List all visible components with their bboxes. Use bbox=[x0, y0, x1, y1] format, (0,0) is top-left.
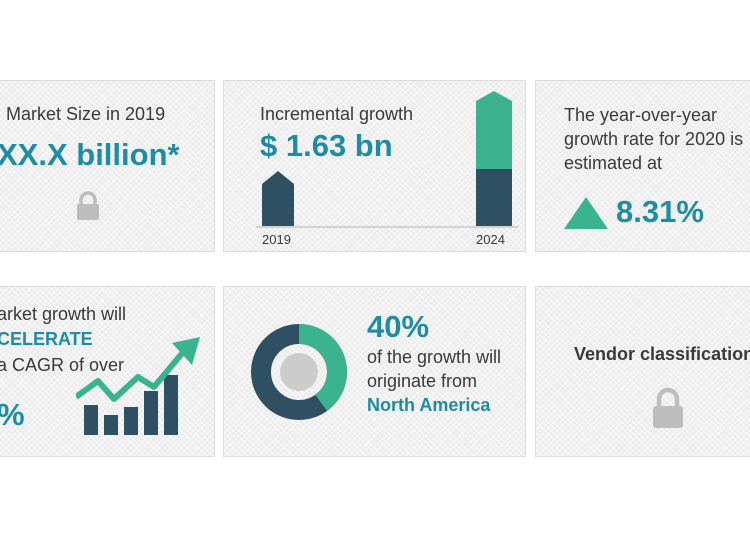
lock-icon bbox=[75, 191, 101, 226]
vendor-classification-card: Vendor classification bbox=[535, 286, 750, 457]
growth-bar-chart-icon bbox=[76, 337, 200, 435]
vendor-classification-label: Vendor classification bbox=[574, 344, 750, 364]
year-end-label: 2024 bbox=[476, 232, 505, 247]
year-start-label: 2019 bbox=[262, 232, 291, 247]
incremental-growth-bars bbox=[256, 91, 518, 228]
bar-2019 bbox=[262, 171, 294, 226]
region-share-card: 40% of the growth will originate from No… bbox=[223, 286, 526, 457]
region-line-2: originate from bbox=[367, 371, 478, 391]
yoy-line-2: growth rate for 2020 is bbox=[564, 129, 744, 149]
growth-emphasis: CELERATE bbox=[0, 329, 93, 349]
market-size-value: XX.X billion* bbox=[0, 137, 180, 172]
yoy-line-1: The year-over-year bbox=[564, 105, 718, 125]
growth-value: % bbox=[0, 397, 25, 433]
yoy-growth-card: The year-over-year growth rate for 2020 … bbox=[535, 80, 750, 252]
region-share-value: 40% bbox=[367, 309, 430, 344]
incremental-growth-value: $ 1.63 bn bbox=[260, 128, 393, 163]
yoy-line-3: estimated at bbox=[564, 153, 663, 173]
incremental-growth-card: Incremental growth $ 1.63 bn 2019 2024 bbox=[223, 80, 526, 252]
bar-2024-base bbox=[476, 169, 512, 226]
region-name: North America bbox=[367, 395, 491, 415]
market-size-label: Market Size in 2019 bbox=[6, 104, 166, 124]
market-size-card: Market Size in 2019 XX.X billion* bbox=[0, 80, 215, 252]
triangle-up-icon bbox=[564, 197, 608, 229]
growth-line-3: a CAGR of over bbox=[0, 355, 125, 375]
donut-chart-icon bbox=[251, 324, 347, 420]
yoy-value: 8.31% bbox=[616, 194, 704, 229]
lock-icon bbox=[651, 387, 685, 434]
incremental-growth-label: Incremental growth bbox=[260, 104, 414, 124]
region-line-1: of the growth will bbox=[367, 347, 502, 367]
growth-line-1: arket growth will bbox=[0, 304, 127, 324]
bar-2024-increment bbox=[476, 91, 512, 169]
market-growth-card: arket growth will CELERATE a CAGR of ove… bbox=[0, 286, 215, 457]
